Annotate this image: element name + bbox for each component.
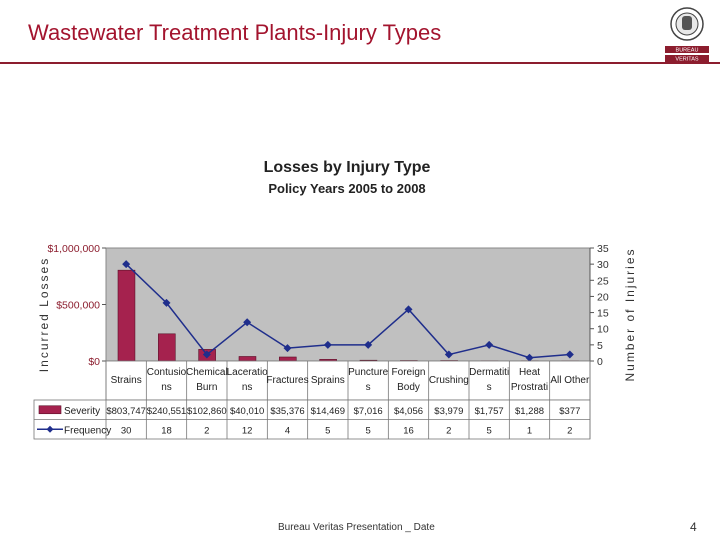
severity-bar [158,333,176,362]
severity-value: $14,469 [311,406,345,417]
severity-bar [238,356,257,362]
frequency-value: 1 [527,425,532,436]
category-label: Strains [111,375,142,386]
logo-text-veritas: VERITAS [675,57,698,63]
frequency-value: 30 [121,425,132,436]
frequency-point [404,305,413,314]
frequency-value: 12 [242,425,253,436]
category-label: Contusio ns [147,367,187,393]
frequency-value: 16 [403,425,414,436]
y2-tick-label: 35 [597,243,609,255]
category-label: All Other [550,375,590,386]
chart-title: Losses by Injury Type [264,159,431,176]
severity-bar [279,356,297,362]
category-label: Sprains [311,375,345,386]
frequency-value: 2 [446,425,451,436]
frequency-line [125,263,570,359]
frequency-point [283,344,292,353]
footer-text: Bureau Veritas Presentation _ Date [278,522,435,533]
frequency-point [202,350,211,359]
severity-value: $803,747 [106,406,146,417]
severity-legend-label: Severity [64,406,100,417]
frequency-value: 2 [567,425,572,436]
frequency-value: 5 [325,425,330,436]
category-label: Dermatiti s [469,367,509,393]
severity-bar [117,269,136,362]
category-label: Puncture s [348,367,388,393]
frequency-point [122,260,131,269]
frequency-legend-label: Frequency [64,425,111,436]
severity-value: $102,860 [187,406,227,417]
frequency-value: 5 [487,425,492,436]
y2-tick-label: 15 [597,308,609,320]
y2-tick-label: 25 [597,275,609,287]
severity-value: $1,757 [475,406,504,417]
severity-value: $35,376 [270,406,304,417]
y-axis-label: Incurred Losses [37,257,51,372]
category-label: Fractures [266,375,308,386]
frequency-point [444,350,453,359]
logo-text-bureau: BUREAU [676,48,699,54]
frequency-point [162,298,171,307]
frequency-value: 4 [285,425,290,436]
severity-value: $7,016 [354,406,383,417]
y2-tick-label: 20 [597,291,609,303]
y2-tick-label: 5 [597,340,603,352]
frequency-value: 5 [366,425,371,436]
frequency-legend-marker [46,425,54,433]
category-label: Foreign Body [392,367,426,393]
y2-tick-label: 0 [597,356,603,368]
plot-area [105,247,591,362]
bureau-veritas-logo: BUREAU VERITAS [665,7,709,63]
frequency-point [485,340,494,349]
y2-tick-label: 30 [597,259,609,271]
frequency-point [565,350,574,359]
category-label: Chemical Burn [186,367,228,393]
frequency-point [323,340,332,349]
frequency-point [525,353,534,362]
frequency-value: 2 [204,425,209,436]
severity-value: $3,979 [434,406,463,417]
y2-tick-label: 10 [597,324,609,336]
frequency-value: 18 [161,425,172,436]
category-label: Heat Prostrati [511,367,548,393]
y-tick-label: $500,000 [56,300,100,312]
y-tick-label: $0 [88,356,100,368]
severity-value: $1,288 [515,406,544,417]
y2-axis-label: Number of Injuries [623,247,637,381]
frequency-point [364,340,373,349]
severity-value: $240,551 [147,406,187,417]
severity-legend-key [38,405,62,415]
severity-value: $4,056 [394,406,423,417]
page-number: 4 [690,520,697,534]
category-label: Crushing [429,375,469,386]
category-label: Laceratio ns [227,367,269,393]
severity-value: $377 [559,406,580,417]
title-divider [0,62,720,64]
severity-value: $40,010 [230,406,264,417]
slide-title: Wastewater Treatment Plants-Injury Types [28,20,442,45]
chart-subtitle: Policy Years 2005 to 2008 [268,181,425,196]
frequency-point [243,318,252,327]
y-tick-label: $1,000,000 [47,243,100,255]
